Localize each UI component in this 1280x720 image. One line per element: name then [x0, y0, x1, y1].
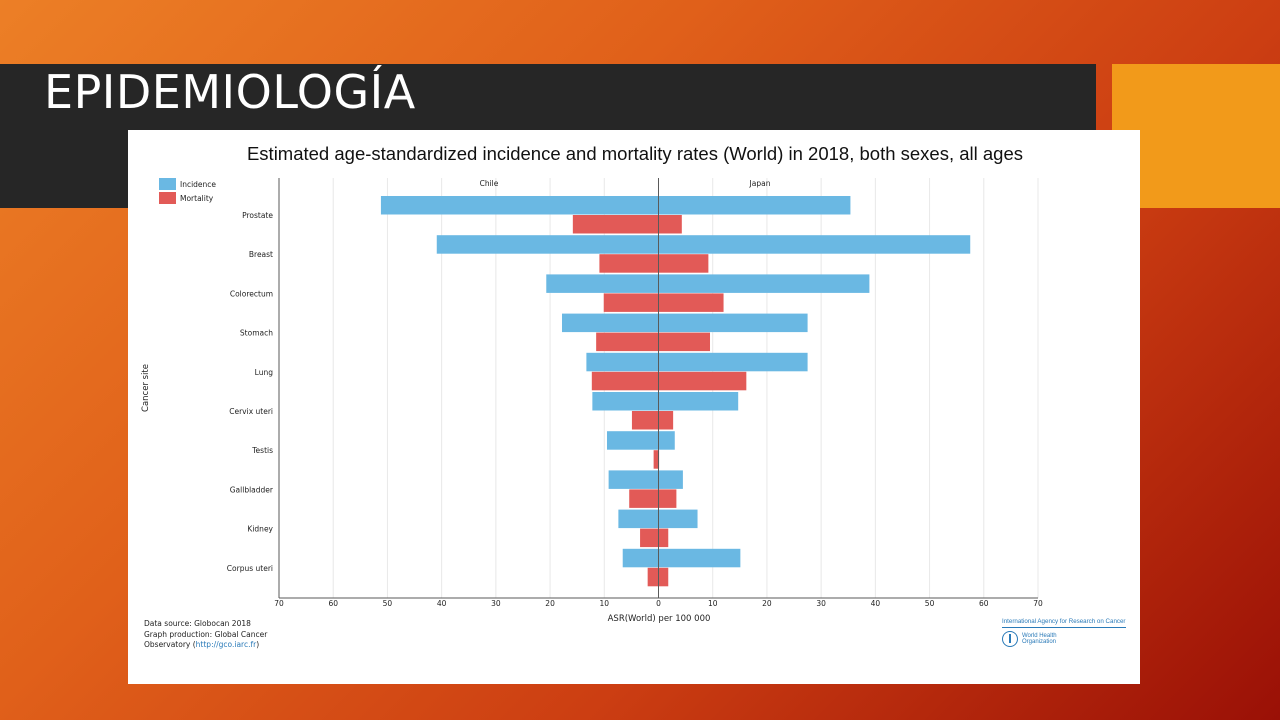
bar-incidence-chile	[608, 470, 659, 489]
x-tick-label: 70	[1033, 599, 1043, 608]
who-line-1: World Health	[1022, 632, 1057, 639]
bar-incidence-japan	[658, 352, 808, 372]
x-tick-label: 0	[656, 599, 661, 608]
data-source-footer: Data source: Globocan 2018 Graph product…	[144, 619, 267, 651]
category-label: Breast	[249, 250, 273, 259]
legend-swatch-mortality	[159, 192, 176, 204]
accent-box	[1112, 64, 1280, 208]
chart: Estimated age-standardized incidence and…	[141, 143, 1043, 624]
iarc-who-logo: International Agency for Research on Can…	[1002, 618, 1126, 650]
bar-incidence-chile	[618, 509, 659, 529]
who-block: World Health Organization	[1002, 631, 1126, 647]
category-label: Corpus uteri	[227, 564, 273, 573]
bar-incidence-chile	[586, 352, 659, 372]
bar-incidence-chile	[380, 196, 659, 215]
x-tick-label: 40	[871, 599, 881, 608]
category-label: Colorectum	[230, 289, 273, 298]
bar-mortality-chile	[572, 215, 659, 234]
bar-incidence-japan	[658, 196, 851, 215]
bar-mortality-japan	[658, 293, 724, 312]
bar-mortality-japan	[658, 489, 677, 508]
bar-incidence-japan	[658, 509, 698, 529]
bar-mortality-japan	[658, 528, 669, 548]
chart-bars	[380, 196, 971, 587]
legend: Incidence Mortality	[159, 178, 216, 204]
x-tick-label: 60	[979, 599, 989, 608]
category-label: Prostate	[242, 211, 273, 220]
bar-incidence-japan	[658, 235, 971, 254]
category-label: Cervix uteri	[229, 407, 273, 416]
chart-axis: 70 60 50 40 30 20 10 0 10 20 30 40 50 60 70 Prostate Bre…	[227, 178, 1043, 608]
x-tick-label: 10	[600, 599, 610, 608]
bar-incidence-japan	[658, 392, 739, 411]
slide-title: EPIDEMIOLOGÍA	[44, 65, 416, 119]
bar-mortality-japan	[658, 332, 711, 352]
bar-mortality-chile	[647, 567, 659, 587]
category-label: Lung	[255, 368, 274, 377]
bar-incidence-japan	[658, 313, 808, 333]
x-tick-label: 40	[437, 599, 447, 608]
panel-label-left: Chile	[480, 179, 499, 188]
gco-link[interactable]: http://gco.iarc.fr	[195, 640, 257, 649]
x-tick-label: 10	[708, 599, 718, 608]
bar-mortality-japan	[658, 371, 747, 391]
legend-swatch-incidence	[159, 178, 176, 190]
bar-mortality-chile	[599, 254, 659, 273]
iarc-label: International Agency for Research on Can…	[1002, 618, 1126, 628]
x-tick-label: 30	[816, 599, 826, 608]
y-axis-label: Cancer site	[141, 364, 151, 412]
x-tick-label: 60	[328, 599, 338, 608]
bar-incidence-chile	[436, 235, 659, 254]
bar-mortality-chile	[591, 371, 659, 391]
bar-mortality-japan	[658, 254, 709, 273]
bar-mortality-chile	[596, 332, 659, 352]
chart-card: Estimated age-standardized incidence and…	[128, 130, 1140, 684]
bar-mortality-chile	[629, 489, 659, 508]
bar-mortality-chile	[631, 411, 659, 430]
bar-incidence-japan	[658, 274, 870, 293]
category-label: Kidney	[247, 525, 273, 534]
bar-mortality-japan	[658, 411, 674, 430]
bar-mortality-chile	[603, 293, 659, 312]
bar-mortality-japan	[658, 567, 669, 587]
category-label: Testis	[251, 446, 273, 455]
bar-mortality-chile	[640, 528, 659, 548]
footer-line-1: Data source: Globocan 2018	[144, 619, 251, 628]
footer-line-2: Graph production: Global Cancer	[144, 629, 268, 639]
bar-incidence-chile	[546, 274, 659, 293]
category-label: Gallbladder	[230, 485, 274, 494]
x-tick-label: 50	[925, 599, 935, 608]
footer-line-3-suffix: )	[256, 640, 260, 649]
footer-line-3-prefix: Observatory (	[144, 640, 196, 649]
chart-title: Estimated age-standardized incidence and…	[247, 143, 1023, 164]
bar-mortality-chile	[653, 450, 659, 469]
bar-incidence-chile	[592, 392, 659, 411]
legend-label-incidence: Incidence	[180, 180, 216, 189]
bar-incidence-chile	[561, 313, 659, 333]
x-axis-label: ASR(World) per 100 000	[608, 614, 711, 624]
category-label: Stomach	[240, 329, 273, 338]
x-tick-label: 20	[762, 599, 772, 608]
bar-incidence-japan	[658, 548, 741, 568]
legend-label-mortality: Mortality	[180, 194, 214, 203]
bar-incidence-japan	[658, 470, 683, 489]
bar-mortality-japan	[658, 215, 682, 234]
footer-line-3: Observatory (http://gco.iarc.fr)	[144, 640, 267, 651]
who-text: World Health Organization	[1022, 633, 1057, 646]
who-emblem-icon	[1002, 631, 1018, 647]
who-line-2: Organization	[1022, 639, 1057, 645]
x-tick-label: 70	[274, 599, 284, 608]
panel-label-right: Japan	[749, 179, 771, 188]
bar-incidence-japan	[658, 431, 675, 450]
x-tick-label: 50	[383, 599, 393, 608]
x-tick-label: 30	[491, 599, 501, 608]
x-tick-label: 20	[545, 599, 555, 608]
bar-incidence-chile	[622, 548, 659, 568]
bar-incidence-chile	[606, 431, 659, 450]
